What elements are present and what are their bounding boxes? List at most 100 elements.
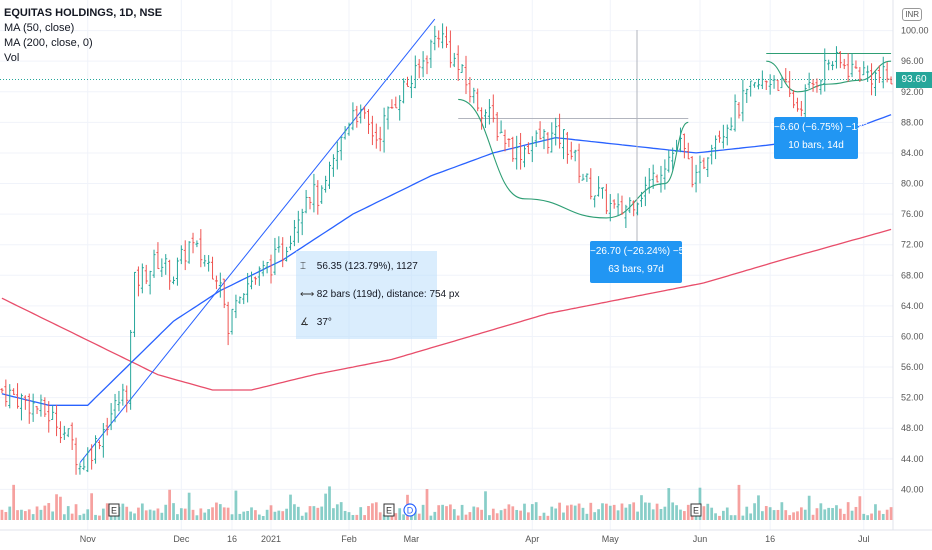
volume-bar xyxy=(811,514,815,520)
candlesticks xyxy=(0,23,893,475)
volume-bar xyxy=(23,511,27,520)
tooltip2-bars: 10 bars, 14d xyxy=(788,140,844,151)
volume-bar xyxy=(238,513,242,520)
symbol-title[interactable]: EQUITAS HOLDINGS, 1D, NSE xyxy=(4,7,163,19)
volume-bar xyxy=(441,504,444,520)
ma50-legend[interactable]: MA (50, close) xyxy=(4,22,75,34)
price-tick-label: 56.00 xyxy=(901,362,924,372)
volume-bar xyxy=(410,512,413,520)
volume-bar xyxy=(429,515,433,520)
volume-bar xyxy=(187,492,191,520)
volume-bar xyxy=(484,491,487,520)
volume-bar xyxy=(452,509,456,520)
volume-bar xyxy=(230,514,234,520)
earnings-marker xyxy=(690,503,702,517)
event-marker-label: E xyxy=(386,506,392,516)
volume-bar xyxy=(768,507,772,520)
volume-bar xyxy=(191,509,195,520)
volume-bar xyxy=(378,512,382,520)
volume-bar xyxy=(628,504,632,520)
volume-bar xyxy=(359,507,363,520)
volume-bar xyxy=(686,504,690,520)
volume-bar xyxy=(207,509,210,520)
volume-bar xyxy=(382,514,386,520)
volume-legend[interactable]: Vol xyxy=(4,52,20,64)
measure-tool-box[interactable]: ⌶ 56.35 (123.79%), 1127 ⟷ 82 bars (119d)… xyxy=(296,251,459,339)
volume-bar xyxy=(246,510,249,520)
volume-bar xyxy=(300,515,304,520)
volume-bar xyxy=(347,512,351,520)
time-tick-label: Feb xyxy=(341,534,357,544)
cup-curve xyxy=(458,98,689,219)
volume-bar xyxy=(152,510,156,520)
earnings-marker xyxy=(108,503,120,517)
volume-bar xyxy=(355,514,359,520)
volume-bar xyxy=(589,502,593,520)
volume-bar xyxy=(289,494,292,520)
volume-bar xyxy=(374,502,378,520)
currency-badge[interactable]: INR xyxy=(902,8,922,21)
volume-bar xyxy=(838,508,842,520)
volume-bar xyxy=(733,515,737,520)
last-price-tag: 93.60 xyxy=(896,71,932,88)
volume-bar xyxy=(491,508,495,520)
ma50-path xyxy=(1,114,892,406)
volume-bar xyxy=(772,510,776,520)
trend-line xyxy=(79,18,436,463)
volume-bar xyxy=(780,502,784,520)
volume-bar xyxy=(363,515,366,520)
volume-bar xyxy=(577,503,581,520)
volume-bar xyxy=(760,511,764,520)
price-tick-label: 96.00 xyxy=(901,56,924,66)
volume-bar xyxy=(74,504,78,520)
time-tick-label: Dec xyxy=(173,534,190,544)
volume-bar xyxy=(394,513,398,520)
volume-bar xyxy=(273,511,277,520)
volume-bar xyxy=(101,508,105,520)
time-tick-label: Apr xyxy=(525,534,539,544)
price-tick-label: 52.00 xyxy=(901,393,924,403)
time-tick-label: 16 xyxy=(765,534,775,544)
volume-bar xyxy=(203,512,207,520)
volume-bar xyxy=(78,515,82,520)
tooltip1-bars: 63 bars, 97d xyxy=(608,264,664,275)
tooltip2-change: −6.60 (−6.75%) −132 xyxy=(774,122,869,133)
ma200-line xyxy=(1,228,892,391)
volume-bar xyxy=(827,507,831,520)
volume-bar xyxy=(66,506,70,520)
volume-bar xyxy=(874,504,877,520)
price-tick-label: 64.00 xyxy=(901,301,924,311)
volume-bar xyxy=(573,505,577,520)
tooltip1-change: −26.70 (−26.24%) −534 xyxy=(590,246,696,257)
volume-bar xyxy=(351,515,355,520)
volume-bar xyxy=(593,512,597,520)
volume-bar xyxy=(39,509,43,520)
volume-bar xyxy=(211,507,214,520)
price-tick-label: 76.00 xyxy=(901,209,924,219)
volume-bar xyxy=(47,503,51,520)
price-tick-label: 100.00 xyxy=(901,26,929,36)
volume-bar xyxy=(503,508,507,520)
ma50-line xyxy=(1,114,892,406)
volume-bar xyxy=(542,512,546,520)
volume-bar xyxy=(675,505,678,520)
volume-bar xyxy=(105,503,109,520)
volume-bar xyxy=(137,507,140,520)
volume-bar xyxy=(62,514,66,520)
volume-bar xyxy=(753,503,756,520)
volume-bar xyxy=(511,506,515,520)
measure-price-change: 56.35 (123.79%), 1127 xyxy=(316,261,418,272)
volume-bar xyxy=(569,504,573,520)
volume-bar xyxy=(831,508,834,520)
volume-bar xyxy=(534,502,538,520)
volume-bar xyxy=(413,510,417,520)
volume-bar xyxy=(706,503,710,520)
volume-bar xyxy=(523,503,526,520)
volume-bar xyxy=(745,506,749,520)
handle-curve xyxy=(766,60,892,93)
time-tick-label: May xyxy=(602,534,620,544)
ma200-legend[interactable]: MA (200, close, 0) xyxy=(4,37,93,49)
price-tick-label: 40.00 xyxy=(901,484,924,494)
volume-bar xyxy=(316,507,320,520)
